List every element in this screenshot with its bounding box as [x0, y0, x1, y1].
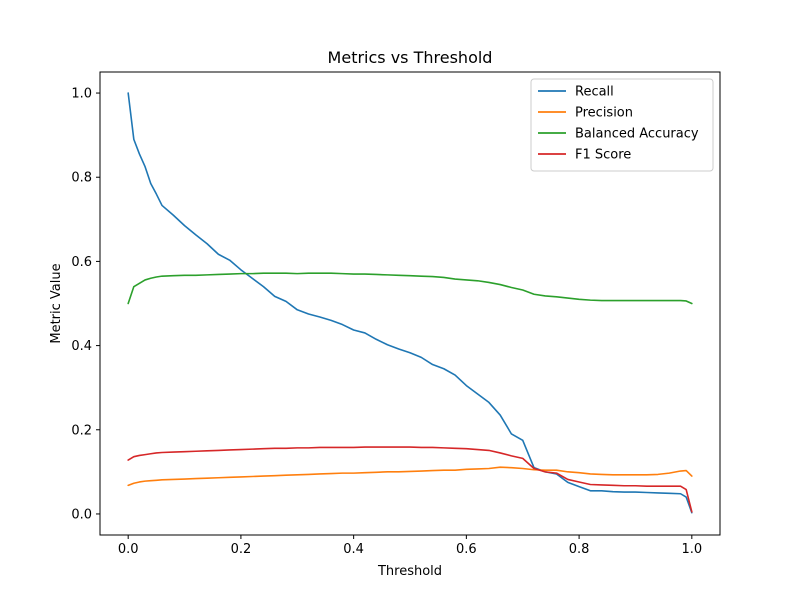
axes-frame: [99, 71, 721, 536]
y-axis-label: Metric Value: [49, 263, 64, 343]
series-line-3: [127, 446, 693, 513]
legend: Recall Precision Balanced Accuracy F1 Score: [530, 78, 714, 172]
x-tick-label: 0.4: [343, 542, 364, 557]
x-tick-label: 0.0: [118, 542, 139, 557]
y-axis-ticks: 0.0 0.2 0.4 0.6 0.8 1.0: [71, 87, 100, 522]
legend-box: [530, 78, 714, 172]
series-line-0: [127, 92, 693, 514]
y-tick-label: 0.6: [71, 255, 92, 270]
series-line-1: [127, 466, 693, 487]
y-tick-label: 0.4: [71, 339, 92, 354]
x-axis-label: Threshold: [377, 564, 442, 579]
x-axis-ticks: 0.0 0.2 0.4 0.6 0.8 1.0: [118, 535, 702, 557]
series-lines: [127, 92, 693, 514]
y-tick-label: 0.8: [71, 171, 92, 186]
legend-label-2: Balanced Accuracy: [575, 127, 699, 142]
series-line-2: [127, 272, 693, 305]
y-tick-label: 1.0: [71, 87, 92, 102]
legend-label-3: F1 Score: [575, 148, 631, 163]
y-tick-label: 0.2: [71, 423, 92, 438]
y-tick-label: 0.0: [71, 507, 92, 522]
legend-label-1: Precision: [575, 106, 633, 121]
x-tick-label: 0.6: [456, 542, 477, 557]
x-tick-label: 1.0: [681, 542, 702, 557]
x-tick-label: 0.2: [231, 542, 252, 557]
x-tick-label: 0.8: [569, 542, 590, 557]
legend-label-0: Recall: [575, 85, 614, 100]
chart-title: Metrics vs Threshold: [328, 48, 493, 67]
